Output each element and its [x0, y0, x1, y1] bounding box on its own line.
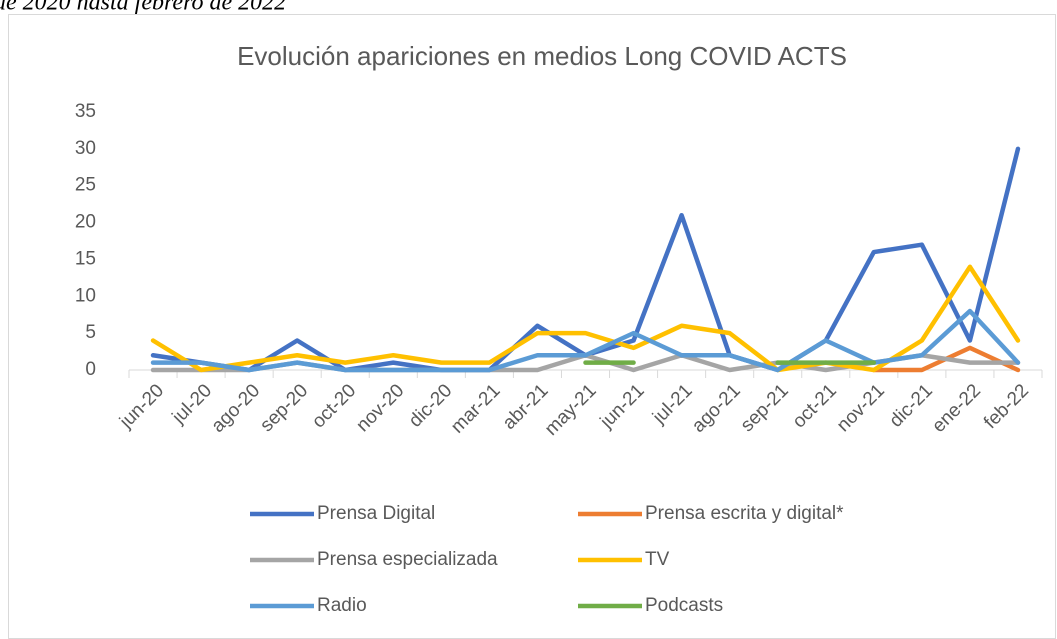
chart-title: Evolución apariciones en medios Long COV… — [237, 41, 847, 71]
legend-label: Prensa especializada — [317, 549, 498, 570]
caption: de 2020 hasta febrero de 2022 — [0, 0, 286, 16]
y-tick-label: 0 — [85, 359, 96, 380]
legend-label: Prensa Digital — [317, 503, 435, 524]
legend-label: Prensa escrita y digital* — [645, 503, 844, 524]
y-tick-label: 25 — [75, 175, 96, 196]
y-tick-label: 35 — [75, 101, 96, 122]
series-line — [150, 264, 1021, 373]
legend-label: Podcasts — [645, 595, 723, 616]
legend-label: Radio — [317, 595, 367, 616]
y-tick-label: 15 — [75, 248, 96, 269]
y-tick-label: 30 — [75, 138, 96, 159]
y-tick-label: 10 — [75, 285, 96, 306]
legend-label: TV — [645, 549, 670, 570]
y-tick-label: 5 — [85, 322, 96, 343]
y-tick-label: 20 — [75, 212, 96, 233]
